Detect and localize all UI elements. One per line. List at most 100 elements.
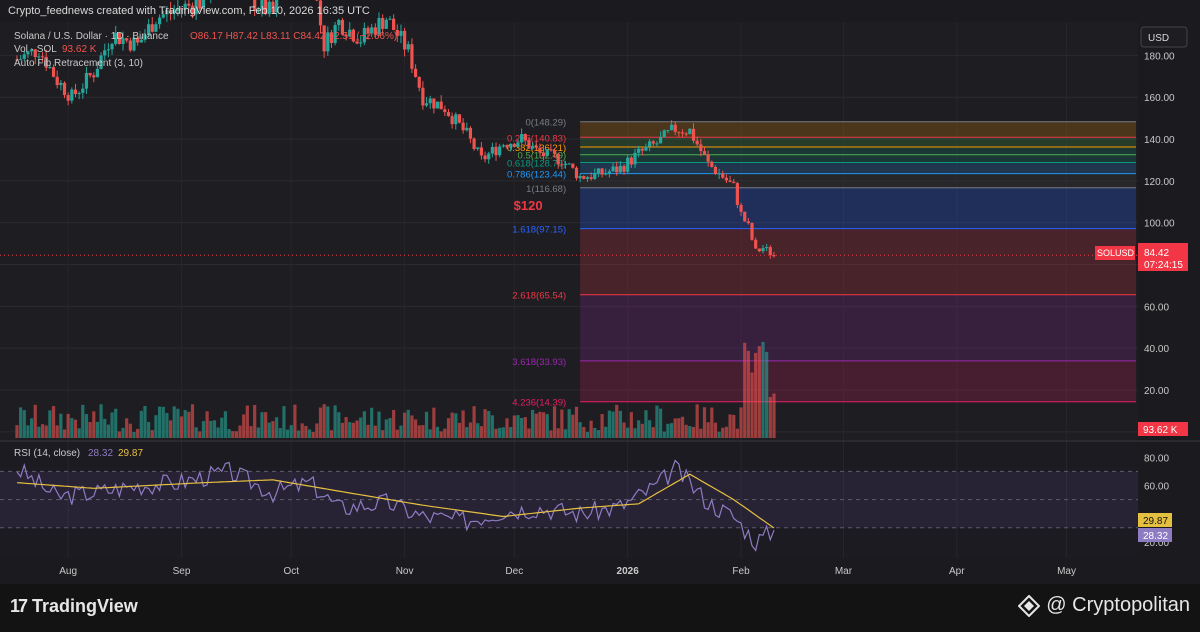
price-chart[interactable]: 0(148.29)0.236(140.83)0.382(136.21)0.5(1… [0, 0, 1200, 584]
candle-body [607, 171, 611, 174]
candle-body [648, 141, 652, 147]
volume-bar [662, 431, 666, 438]
candle-body [362, 27, 366, 43]
volume-bar [739, 407, 743, 438]
fib-label: 0.5(132.49) [518, 151, 567, 162]
candle-body [523, 134, 527, 141]
fib-label: 2.618(65.54) [512, 291, 566, 302]
candle-body [194, 0, 198, 15]
legend: Solana / U.S. Dollar · 1D · Binance O86.… [14, 31, 397, 69]
candle-body [19, 58, 23, 60]
candle-body [340, 19, 345, 35]
volume-bar [362, 411, 366, 438]
candle-body [768, 247, 772, 256]
candle-body [483, 155, 487, 160]
volume-bar [673, 418, 677, 438]
candle-body [176, 8, 180, 11]
volume-bar [62, 429, 67, 438]
candle-body [516, 142, 520, 147]
fib-zone [580, 228, 1136, 295]
candle-body [55, 76, 59, 86]
candle-body [413, 68, 418, 77]
volume-bar [713, 422, 718, 438]
candle-body [73, 89, 78, 95]
legend-symbol: Solana / U.S. Dollar · 1D · Binance [14, 31, 169, 42]
candle-body [552, 150, 557, 154]
volume-bar [735, 428, 739, 438]
volume-bar [468, 422, 473, 438]
candle-body [527, 140, 531, 149]
price-tick-label: 60.00 [1144, 302, 1169, 313]
volume-bar [289, 425, 293, 438]
candles [15, 0, 776, 259]
volume-bar [253, 404, 257, 438]
volume-bar [136, 428, 140, 438]
volume-bar [15, 425, 19, 438]
volume-bar [322, 404, 326, 438]
currency-button[interactable]: USD [1140, 26, 1188, 48]
candle-body [15, 59, 19, 61]
candle-body [410, 44, 414, 69]
volume-bar [99, 404, 103, 438]
volume-bar [355, 420, 359, 438]
legend-volume-value: 93.62 K [62, 44, 97, 55]
volume-bar [640, 423, 644, 438]
volume-bar [669, 423, 674, 438]
volume-bar [501, 427, 505, 438]
volume-bar [403, 412, 407, 438]
candle-body [669, 124, 674, 131]
volume-bar [629, 412, 633, 438]
volume-bar [571, 414, 575, 438]
volume-bar [596, 430, 601, 438]
volume-bar [490, 415, 494, 438]
volume-bar [216, 427, 220, 438]
volume-bar [666, 423, 670, 438]
volume-bar [505, 418, 509, 438]
candle-body [560, 164, 564, 166]
volume-bar [147, 421, 151, 438]
volume-bar [421, 425, 425, 438]
volume-bar [377, 411, 381, 438]
candle-body [454, 114, 458, 125]
candle-body [359, 42, 363, 44]
time-tick-label: Oct [283, 566, 299, 577]
volume-bar [110, 412, 114, 438]
volume-bar [413, 419, 418, 438]
volume-bar [66, 413, 70, 438]
volume-bar [143, 405, 147, 438]
volume-bar [340, 422, 345, 438]
candle-body [322, 25, 326, 52]
volume-bar [655, 405, 659, 438]
price-tick-label: 120.00 [1144, 177, 1175, 188]
candle-body [114, 32, 118, 44]
candle-body [81, 88, 85, 93]
volume-bar [710, 407, 714, 438]
candle-body [147, 24, 151, 36]
volume-bar [223, 411, 228, 438]
candle-body [757, 248, 761, 252]
volume-bar [410, 415, 414, 438]
candle-body [125, 38, 129, 41]
time-tick-label: May [1057, 566, 1076, 577]
rsi-tick-label: 60.00 [1144, 481, 1169, 492]
price-tick-label: 100.00 [1144, 219, 1175, 230]
volume-bar [626, 427, 630, 438]
candle-body [121, 38, 125, 44]
price-tick-label: 20.00 [1144, 386, 1169, 397]
volume-bar [549, 430, 553, 438]
volume-bar [516, 415, 520, 438]
legend-indicator[interactable]: Auto Fib Retracement (3, 10) [14, 58, 143, 69]
candle-body [106, 49, 110, 51]
volume-bar [26, 425, 30, 438]
volume-bar [684, 424, 688, 438]
candle-body [370, 27, 374, 34]
volume-bar [128, 423, 132, 438]
time-axis[interactable]: Aug Sep Oct Nov Dec 2026 Feb Mar Apr May [59, 566, 1076, 577]
volume-bar [498, 427, 502, 438]
volume-bar [582, 426, 586, 438]
candle-body [70, 89, 74, 101]
volume-bar [157, 406, 162, 438]
volume-bar [51, 406, 56, 438]
candle-body [443, 109, 447, 113]
candle-body [509, 143, 513, 148]
